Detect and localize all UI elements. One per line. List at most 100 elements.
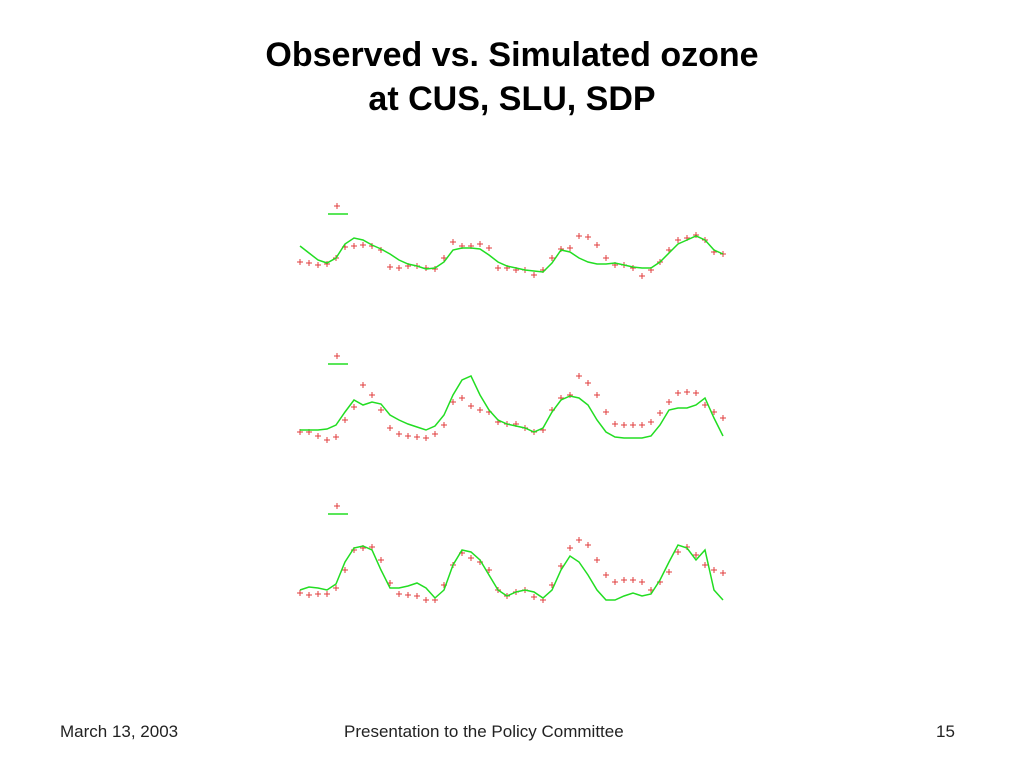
observed-point — [396, 591, 402, 597]
observed-point — [612, 579, 618, 585]
observed-point — [369, 392, 375, 398]
observed-point — [360, 242, 366, 248]
observed-point — [621, 577, 627, 583]
observed-point — [567, 545, 573, 551]
observed-point — [630, 577, 636, 583]
observed-point — [720, 415, 726, 421]
observed-point — [486, 567, 492, 573]
observed-point — [342, 417, 348, 423]
legend-marker — [334, 503, 340, 509]
legend-marker — [334, 353, 340, 359]
observed-point — [297, 259, 303, 265]
observed-point — [477, 407, 483, 413]
observed-point — [405, 433, 411, 439]
observed-point — [396, 431, 402, 437]
observed-point — [531, 594, 537, 600]
legend-marker — [334, 203, 340, 209]
observed-point — [468, 403, 474, 409]
observed-point — [315, 433, 321, 439]
observed-point — [468, 555, 474, 561]
observed-point — [666, 399, 672, 405]
observed-point — [702, 562, 708, 568]
observed-point — [324, 261, 330, 267]
observed-point — [693, 390, 699, 396]
observed-point — [585, 542, 591, 548]
observed-point — [450, 239, 456, 245]
observed-point — [639, 579, 645, 585]
observed-point — [315, 262, 321, 268]
observed-point — [486, 245, 492, 251]
observed-point — [315, 591, 321, 597]
observed-point — [630, 265, 636, 271]
observed-point — [657, 410, 663, 416]
observed-point — [396, 265, 402, 271]
observed-point — [567, 392, 573, 398]
observed-point — [576, 373, 582, 379]
observed-point — [378, 407, 384, 413]
observed-point — [333, 585, 339, 591]
observed-point — [306, 260, 312, 266]
observed-point — [630, 422, 636, 428]
observed-point — [567, 245, 573, 251]
observed-point — [675, 549, 681, 555]
observed-point — [378, 557, 384, 563]
observed-point — [549, 255, 555, 261]
observed-point — [594, 392, 600, 398]
observed-point — [333, 434, 339, 440]
observed-point — [711, 567, 717, 573]
observed-point — [720, 570, 726, 576]
footer-text: Presentation to the Policy Committee — [344, 722, 624, 741]
observed-point — [675, 390, 681, 396]
observed-point — [585, 234, 591, 240]
simulated-line — [300, 375, 724, 439]
title-line: Observed vs. Simulated ozone — [265, 36, 759, 74]
observed-point — [441, 255, 447, 261]
observed-point — [405, 592, 411, 598]
observed-point — [666, 569, 672, 575]
observed-point — [423, 435, 429, 441]
footer-date: March 13, 2003 — [60, 722, 179, 741]
observed-point — [342, 567, 348, 573]
observed-point — [702, 402, 708, 408]
observed-point — [603, 409, 609, 415]
observed-point — [576, 537, 582, 543]
observed-point — [414, 593, 420, 599]
observed-point — [387, 425, 393, 431]
observed-point — [459, 395, 465, 401]
observed-point — [603, 255, 609, 261]
observed-point — [369, 544, 375, 550]
observed-point — [594, 557, 600, 563]
observed-point — [603, 572, 609, 578]
observed-point — [432, 266, 438, 272]
observed-point — [414, 434, 420, 440]
observed-point — [450, 399, 456, 405]
observed-point — [594, 242, 600, 248]
observed-point — [441, 422, 447, 428]
observed-point — [531, 272, 537, 278]
observed-point — [432, 431, 438, 437]
footer-page: 15 — [936, 722, 955, 741]
observed-point — [324, 591, 330, 597]
observed-point — [297, 590, 303, 596]
observed-point — [324, 437, 330, 443]
observed-point — [648, 419, 654, 425]
title-line: at CUS, SLU, SDP — [368, 80, 656, 118]
observed-point — [306, 592, 312, 598]
observed-point — [621, 422, 627, 428]
observed-point — [612, 421, 618, 427]
observed-point — [684, 389, 690, 395]
observed-point — [387, 264, 393, 270]
observed-point — [576, 233, 582, 239]
observed-point — [351, 404, 357, 410]
observed-point — [477, 241, 483, 247]
simulated-line — [299, 544, 724, 601]
observed-point — [639, 422, 645, 428]
observed-point — [360, 382, 366, 388]
observed-point — [585, 380, 591, 386]
observed-point — [423, 597, 429, 603]
observed-point — [351, 243, 357, 249]
simulated-line — [299, 235, 724, 273]
observed-point — [495, 265, 501, 271]
